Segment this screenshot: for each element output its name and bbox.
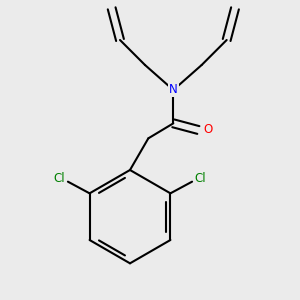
Text: Cl: Cl	[54, 172, 65, 185]
Text: N: N	[169, 83, 178, 97]
Text: Cl: Cl	[195, 172, 206, 185]
Text: O: O	[203, 124, 212, 136]
